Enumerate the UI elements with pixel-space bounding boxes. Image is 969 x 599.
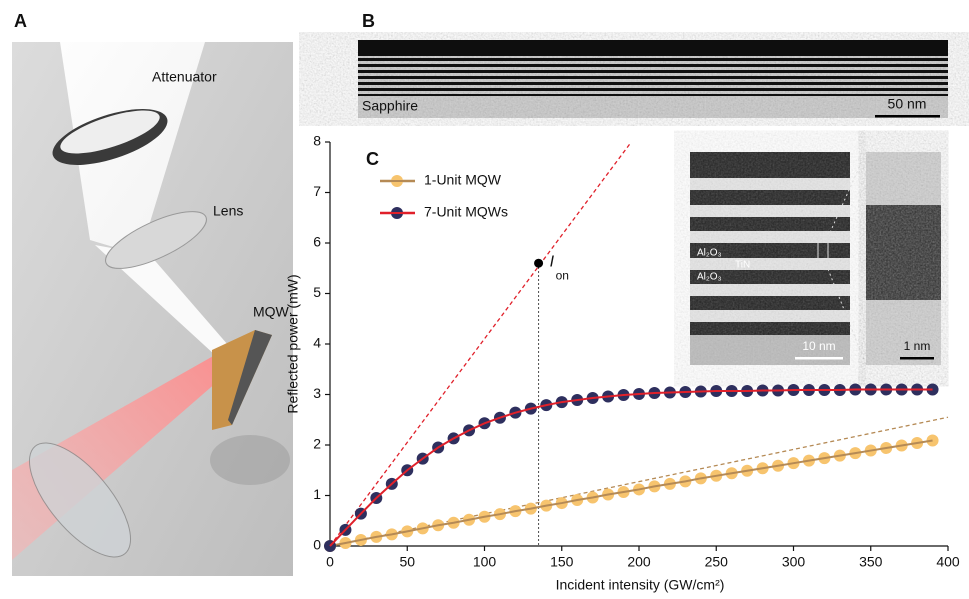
y-tick-label: 2 [313,436,321,452]
layer-label: Al₂O₃ [697,248,722,259]
setup-illustration [12,42,293,576]
component-label: MQW [253,304,290,320]
x-tick-label: 200 [627,554,651,570]
x-tick-label: 300 [782,554,806,570]
inset-images [690,151,941,366]
y-tick-label: 6 [313,234,321,250]
plot: 0 1 2 3 4 5 6 7 8 0 50 100 150 200 250 300 350 400 Ion 1-Un… [313,133,960,570]
series-line [329,439,933,547]
x-tick-label: 50 [399,554,415,570]
reference-line [329,141,632,547]
panel-label: B [362,11,375,31]
x-tick-label: 150 [550,554,574,570]
y-tick-label: 0 [313,537,321,553]
substrate-label: Sapphire [362,98,418,114]
scale-bar-label: 50 nm [888,96,927,112]
x-tick-label: 100 [473,554,497,570]
legend-label: 7-Unit MQWs [424,204,508,220]
legend-label: 1-Unit MQW [424,172,502,188]
y-axis-label: Reflected power (mW) [285,274,301,413]
component-label: Attenuator [152,69,217,85]
panel-label: C [366,149,379,169]
panel-label: A [14,11,27,31]
component-label: Lens [213,203,243,219]
annotation-label: I [550,253,555,270]
layer-label: TiN [735,260,750,271]
y-tick-label: 7 [313,183,321,199]
y-tick-label: 8 [313,133,321,149]
x-axis-label: Incident intensity (GW/cm²) [556,577,725,593]
annotation-point [534,258,544,268]
y-tick-label: 5 [313,284,321,300]
y-tick-label: 4 [313,335,321,351]
x-tick-label: 350 [859,554,883,570]
scale-bar-label: 10 nm [802,339,835,353]
y-tick-label: 1 [313,486,321,502]
x-tick-label: 0 [326,554,334,570]
y-tick-label: 3 [313,385,321,401]
annotation-subscript: on [556,268,569,282]
x-tick-label: 250 [705,554,729,570]
layer-label: Al₂O₃ [697,272,722,283]
series-line [329,388,933,547]
scale-bar-label: 1 nm [904,339,931,353]
tem-image [358,40,948,118]
x-tick-label: 400 [936,554,960,570]
